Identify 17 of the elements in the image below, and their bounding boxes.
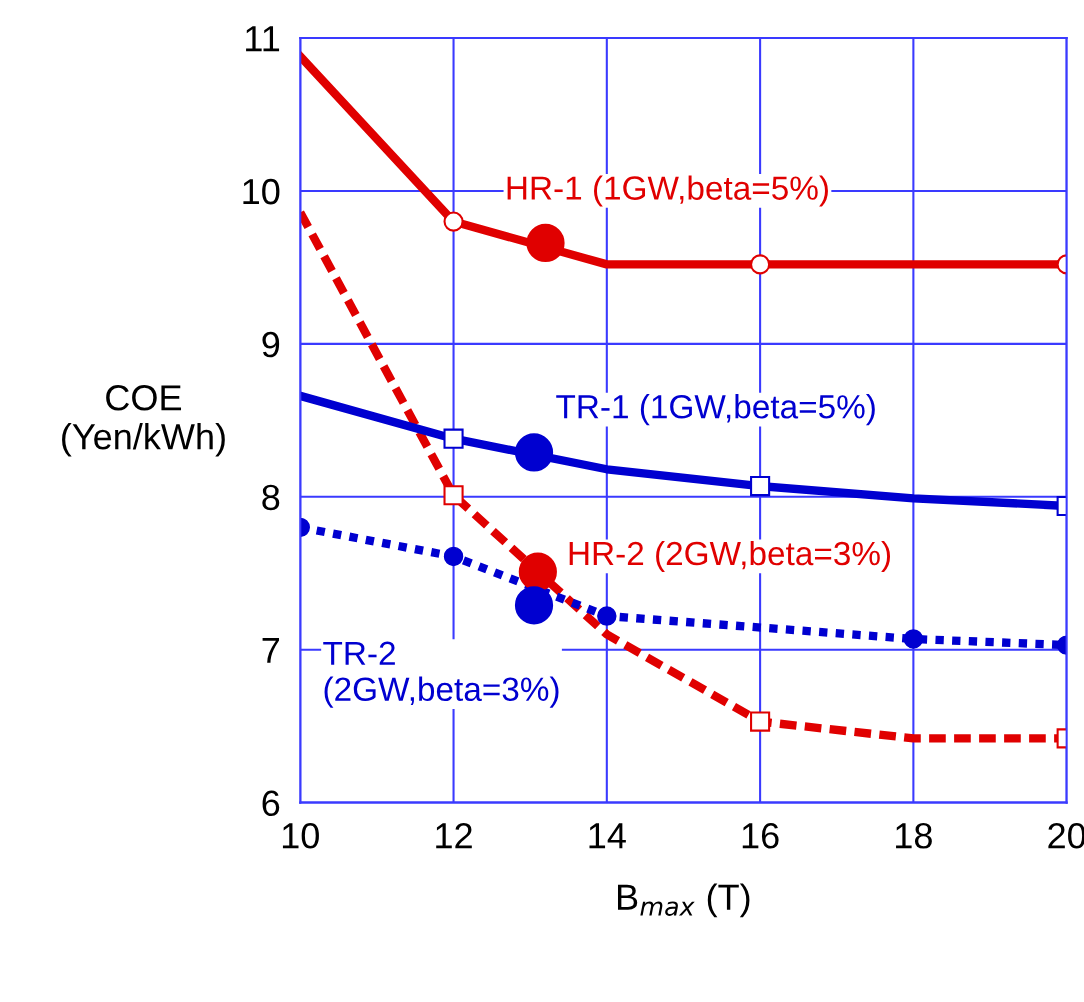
- x-axis-title: B$_{max}$ (T): [617, 883, 750, 918]
- series-label: TR-2 (2GW,beta=3%): [323, 641, 559, 708]
- x-tick-label: 16: [742, 823, 779, 849]
- y-tick-label: 11: [246, 26, 280, 52]
- series-label: HR-2 (2GW,beta=3%): [569, 540, 891, 572]
- series-label: HR-1 (1GW,beta=5%): [507, 175, 828, 207]
- y-axis-title: COE (Yen/kWh): [62, 385, 225, 457]
- y-tick-label: 6: [262, 790, 280, 817]
- y-tick-label: 10: [243, 178, 280, 205]
- series-label: TR-1 (1GW,beta=5%): [556, 394, 875, 426]
- x-tick-label: 18: [896, 823, 932, 849]
- y-tick-label: 7: [262, 637, 280, 663]
- x-tick-label: 14: [589, 823, 626, 849]
- y-tick-label: 9: [262, 331, 280, 358]
- y-tick-label: 8: [262, 484, 280, 511]
- x-tick-label: 10: [282, 823, 319, 849]
- x-tick-label: 12: [436, 823, 472, 849]
